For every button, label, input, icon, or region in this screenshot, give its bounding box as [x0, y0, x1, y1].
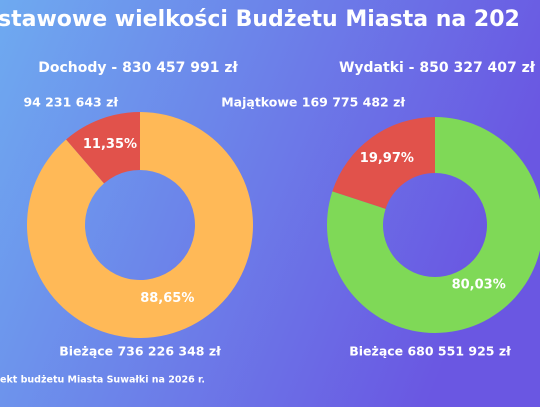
donut-slice — [26, 112, 253, 339]
donut-slice — [327, 117, 540, 333]
donut-slice — [332, 117, 435, 209]
category-label: Majątkowe 169 775 482 zł — [221, 95, 405, 110]
percent-label: 11,35% — [83, 137, 137, 152]
percent-label: 80,03% — [452, 278, 506, 293]
category-label: Bieżące 680 551 925 zł — [349, 344, 511, 359]
percent-label: 19,97% — [360, 151, 414, 166]
footer: ekt budżetu Miasta Suwałki na 2026 r. — [0, 375, 205, 386]
category-label: Bieżące 736 226 348 zł — [59, 344, 221, 359]
page-title: stawowe wielkości Budżetu Miasta na 202 — [0, 7, 520, 32]
chart-title: Wydatki - 850 327 407 zł — [339, 60, 536, 76]
category-label: 94 231 643 zł — [23, 95, 118, 110]
chart-title: Dochody - 830 457 991 zł — [38, 60, 238, 76]
donut-slice — [66, 112, 140, 184]
percent-label: 88,65% — [140, 291, 194, 306]
